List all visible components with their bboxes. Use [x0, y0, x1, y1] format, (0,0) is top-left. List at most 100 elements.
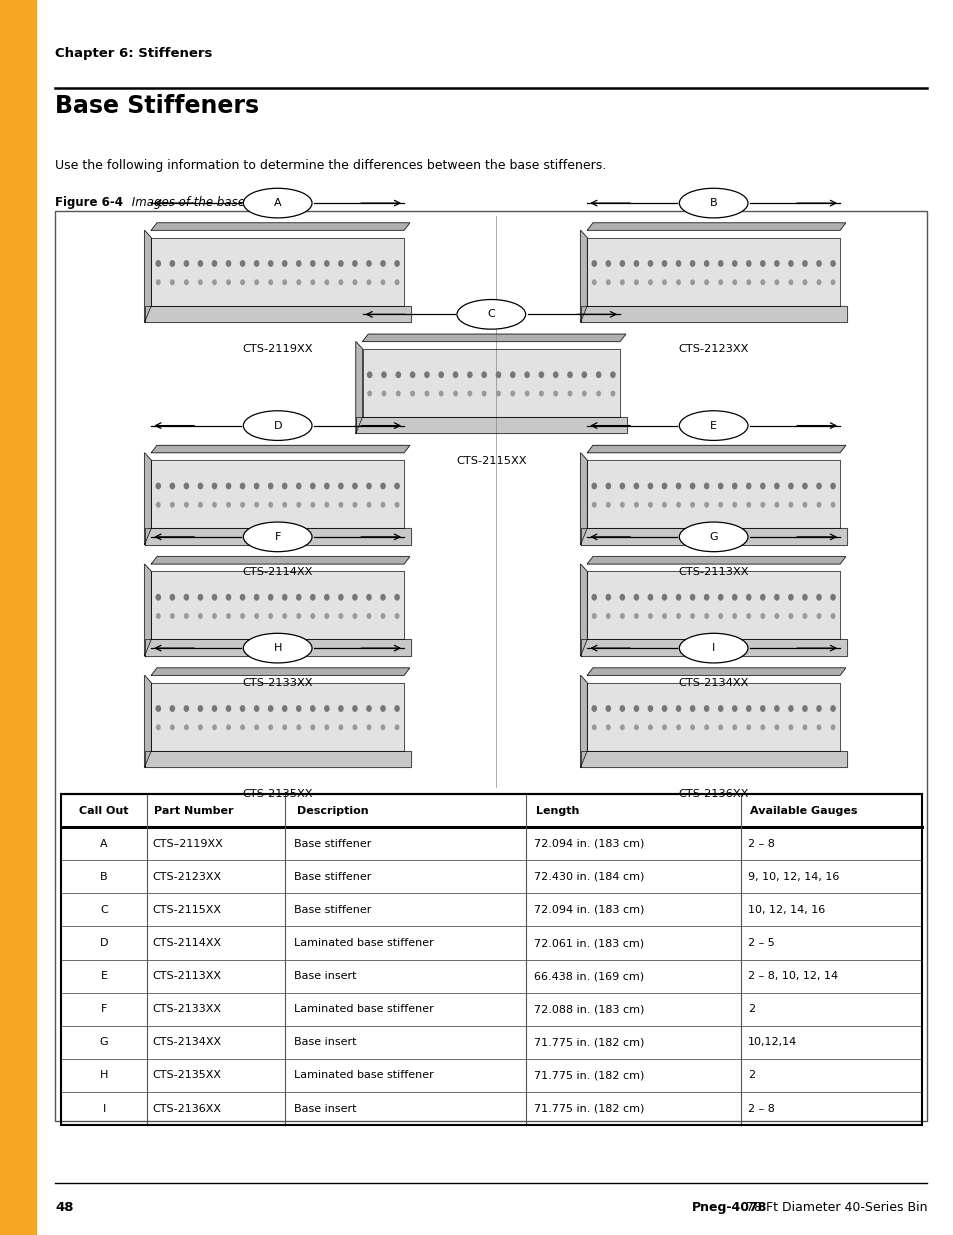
Circle shape: [788, 261, 792, 267]
Circle shape: [171, 614, 173, 619]
Circle shape: [648, 503, 652, 508]
Circle shape: [830, 261, 834, 267]
Circle shape: [732, 503, 736, 508]
Circle shape: [198, 261, 202, 267]
Polygon shape: [145, 230, 152, 322]
Circle shape: [296, 594, 300, 600]
Circle shape: [269, 261, 273, 267]
Circle shape: [170, 483, 174, 489]
Circle shape: [788, 705, 792, 711]
Ellipse shape: [679, 634, 747, 663]
Text: C: C: [487, 309, 495, 320]
Circle shape: [424, 372, 429, 378]
Circle shape: [775, 725, 778, 730]
Circle shape: [775, 503, 778, 508]
Circle shape: [620, 614, 623, 619]
Circle shape: [367, 594, 371, 600]
Circle shape: [438, 372, 443, 378]
Circle shape: [746, 614, 750, 619]
Circle shape: [240, 483, 244, 489]
Circle shape: [746, 483, 750, 489]
Bar: [61, 794, 921, 1125]
Circle shape: [510, 372, 515, 378]
Circle shape: [240, 614, 244, 619]
Circle shape: [634, 261, 638, 267]
Circle shape: [481, 372, 486, 378]
Circle shape: [830, 725, 834, 730]
Circle shape: [661, 483, 666, 489]
Text: 48: 48: [55, 1202, 73, 1214]
Circle shape: [788, 614, 792, 619]
Text: CTS-2134XX: CTS-2134XX: [678, 678, 748, 688]
Circle shape: [311, 705, 314, 711]
Circle shape: [338, 594, 343, 600]
Circle shape: [254, 503, 258, 508]
Circle shape: [213, 614, 216, 619]
Circle shape: [324, 705, 329, 711]
Circle shape: [254, 725, 258, 730]
Circle shape: [296, 280, 300, 284]
Text: Base insert: Base insert: [294, 1037, 356, 1047]
Text: CTS-2136XX: CTS-2136XX: [152, 1104, 221, 1114]
Circle shape: [760, 483, 764, 489]
Circle shape: [690, 280, 694, 284]
Text: A: A: [100, 839, 108, 848]
Text: 72.061 in. (183 cm): 72.061 in. (183 cm): [534, 939, 644, 948]
Circle shape: [171, 503, 173, 508]
Circle shape: [648, 594, 652, 600]
Circle shape: [676, 725, 679, 730]
Circle shape: [367, 372, 372, 378]
Polygon shape: [145, 453, 152, 545]
Circle shape: [198, 725, 202, 730]
Circle shape: [381, 725, 384, 730]
Circle shape: [760, 594, 764, 600]
Circle shape: [634, 614, 638, 619]
Text: Call Out: Call Out: [79, 805, 129, 815]
Circle shape: [605, 594, 610, 600]
Circle shape: [269, 705, 273, 711]
Circle shape: [171, 280, 173, 284]
Circle shape: [367, 705, 371, 711]
Text: Laminated base stiffener: Laminated base stiffener: [294, 1071, 434, 1081]
Circle shape: [568, 391, 571, 395]
Circle shape: [410, 372, 415, 378]
Circle shape: [156, 705, 160, 711]
Circle shape: [353, 280, 356, 284]
Circle shape: [592, 280, 596, 284]
Text: E: E: [709, 421, 717, 431]
Circle shape: [395, 372, 400, 378]
Circle shape: [269, 725, 273, 730]
Text: CTS-2133XX: CTS-2133XX: [152, 1004, 221, 1014]
Ellipse shape: [243, 522, 312, 552]
Circle shape: [395, 280, 398, 284]
Circle shape: [296, 725, 300, 730]
Circle shape: [269, 614, 273, 619]
Circle shape: [353, 483, 356, 489]
Circle shape: [170, 594, 174, 600]
Circle shape: [395, 503, 398, 508]
Circle shape: [367, 725, 371, 730]
Circle shape: [367, 261, 371, 267]
Polygon shape: [580, 751, 846, 767]
Circle shape: [311, 483, 314, 489]
Polygon shape: [355, 342, 362, 433]
Circle shape: [760, 705, 764, 711]
Circle shape: [662, 725, 665, 730]
Circle shape: [704, 503, 708, 508]
Circle shape: [395, 725, 398, 730]
Circle shape: [338, 483, 343, 489]
Circle shape: [606, 280, 609, 284]
Circle shape: [170, 261, 174, 267]
Text: Base insert: Base insert: [294, 971, 356, 981]
Circle shape: [254, 614, 258, 619]
Circle shape: [661, 705, 666, 711]
Circle shape: [324, 483, 329, 489]
Circle shape: [582, 391, 585, 395]
Circle shape: [538, 372, 543, 378]
Ellipse shape: [243, 411, 312, 441]
Circle shape: [704, 725, 708, 730]
Ellipse shape: [679, 411, 747, 441]
Text: CTS-2114XX: CTS-2114XX: [242, 567, 313, 577]
Circle shape: [606, 725, 609, 730]
Circle shape: [296, 614, 300, 619]
